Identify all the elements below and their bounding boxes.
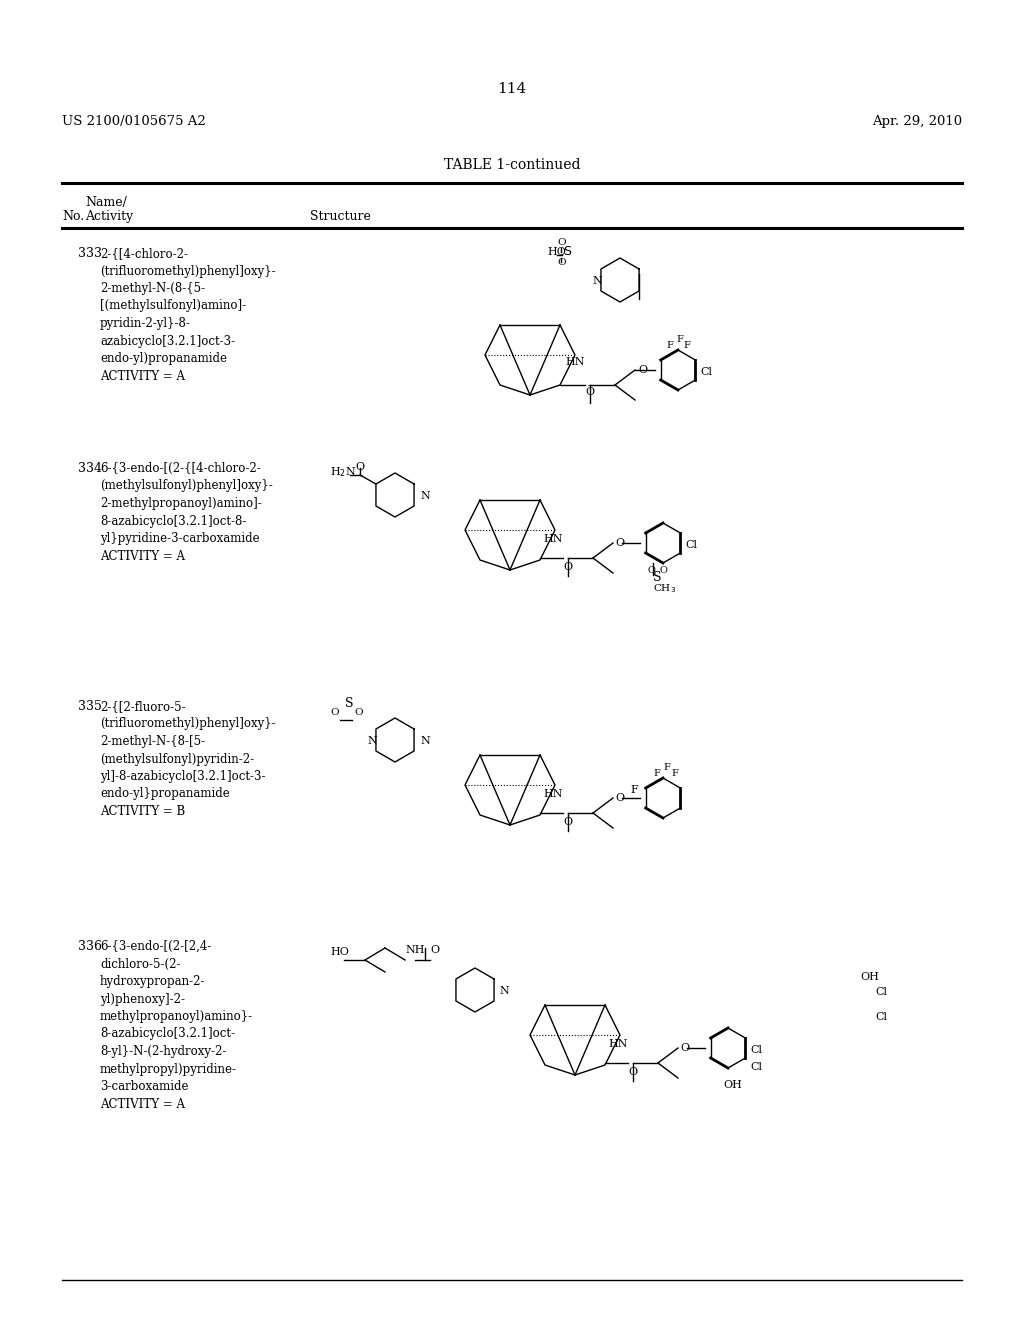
Text: Cl: Cl [750,1063,762,1072]
Text: Name/: Name/ [85,195,127,209]
Text: F: F [671,770,678,777]
Text: HO: HO [330,946,349,957]
Text: S: S [653,572,662,583]
Text: F: F [663,763,670,772]
Text: Cl: Cl [874,1012,887,1022]
Text: O: O [628,1067,637,1077]
Text: 6-{3-endo-[(2-{[4-chloro-2-
(methylsulfonyl)phenyl]oxy}-
2-methylpropanoyl)amino: 6-{3-endo-[(2-{[4-chloro-2- (methylsulfo… [100,462,272,562]
Text: 336: 336 [78,940,102,953]
Text: Cl: Cl [685,540,697,550]
Text: HN: HN [565,356,585,367]
Text: N: N [420,491,430,502]
Text: F: F [653,770,659,777]
Text: HN: HN [543,535,562,544]
Text: HN: HN [543,789,562,799]
Text: $\rm S$: $\rm S$ [563,246,572,257]
Text: O: O [557,257,565,267]
Text: Activity: Activity [85,210,133,223]
Text: O: O [647,566,655,576]
Text: O: O [659,566,667,576]
Text: US 2100/0105675 A2: US 2100/0105675 A2 [62,115,206,128]
Text: N: N [420,737,430,746]
Text: N: N [499,986,509,997]
Text: O: O [585,387,594,397]
Text: 335: 335 [78,700,101,713]
Text: OH: OH [860,972,879,982]
Text: NH: NH [406,945,425,954]
Text: F: F [666,341,673,350]
Text: Cl: Cl [874,987,887,997]
Text: Cl: Cl [700,367,712,378]
Text: OH: OH [723,1080,741,1090]
Text: 6-{3-endo-[(2-[2,4-
dichloro-5-(2-
hydroxypropan-2-
yl)phenoxy]-2-
methylpropano: 6-{3-endo-[(2-[2,4- dichloro-5-(2- hydro… [100,940,253,1110]
Text: O: O [680,1043,689,1053]
Text: N: N [367,737,377,746]
Text: No.: No. [62,210,84,223]
Text: 2-{[2-fluoro-5-
(trifluoromethyl)phenyl]oxy}-
2-methyl-N-{8-[5-
(methylsulfonyl): 2-{[2-fluoro-5- (trifluoromethyl)phenyl]… [100,700,275,818]
Text: S: S [345,697,353,710]
Text: O: O [563,817,572,828]
Text: Structure: Structure [310,210,371,223]
Text: Apr. 29, 2010: Apr. 29, 2010 [871,115,962,128]
Text: HO: HO [547,247,566,257]
Text: O: O [563,562,572,572]
Text: TABLE 1-continued: TABLE 1-continued [443,158,581,172]
Text: F: F [676,335,683,345]
Text: O: O [615,793,624,803]
Text: O: O [330,708,339,717]
Text: O: O [430,945,439,954]
Text: F: F [683,341,690,350]
Text: H$_2$N: H$_2$N [330,465,356,479]
Text: O: O [615,539,624,548]
Text: HN: HN [608,1039,628,1049]
Text: O: O [638,366,647,375]
Text: O: O [557,238,565,247]
Text: CH$_3$: CH$_3$ [653,582,676,595]
Text: 334: 334 [78,462,102,475]
Text: 333: 333 [78,247,102,260]
Text: 114: 114 [498,82,526,96]
Text: F: F [630,785,638,795]
Text: N: N [592,276,602,286]
Text: O: O [354,708,362,717]
Text: Cl: Cl [750,1045,762,1055]
Text: O: O [355,462,365,473]
Text: 2-{[4-chloro-2-
(trifluoromethyl)phenyl]oxy}-
2-methyl-N-(8-{5-
[(methylsulfonyl: 2-{[4-chloro-2- (trifluoromethyl)phenyl]… [100,247,275,383]
